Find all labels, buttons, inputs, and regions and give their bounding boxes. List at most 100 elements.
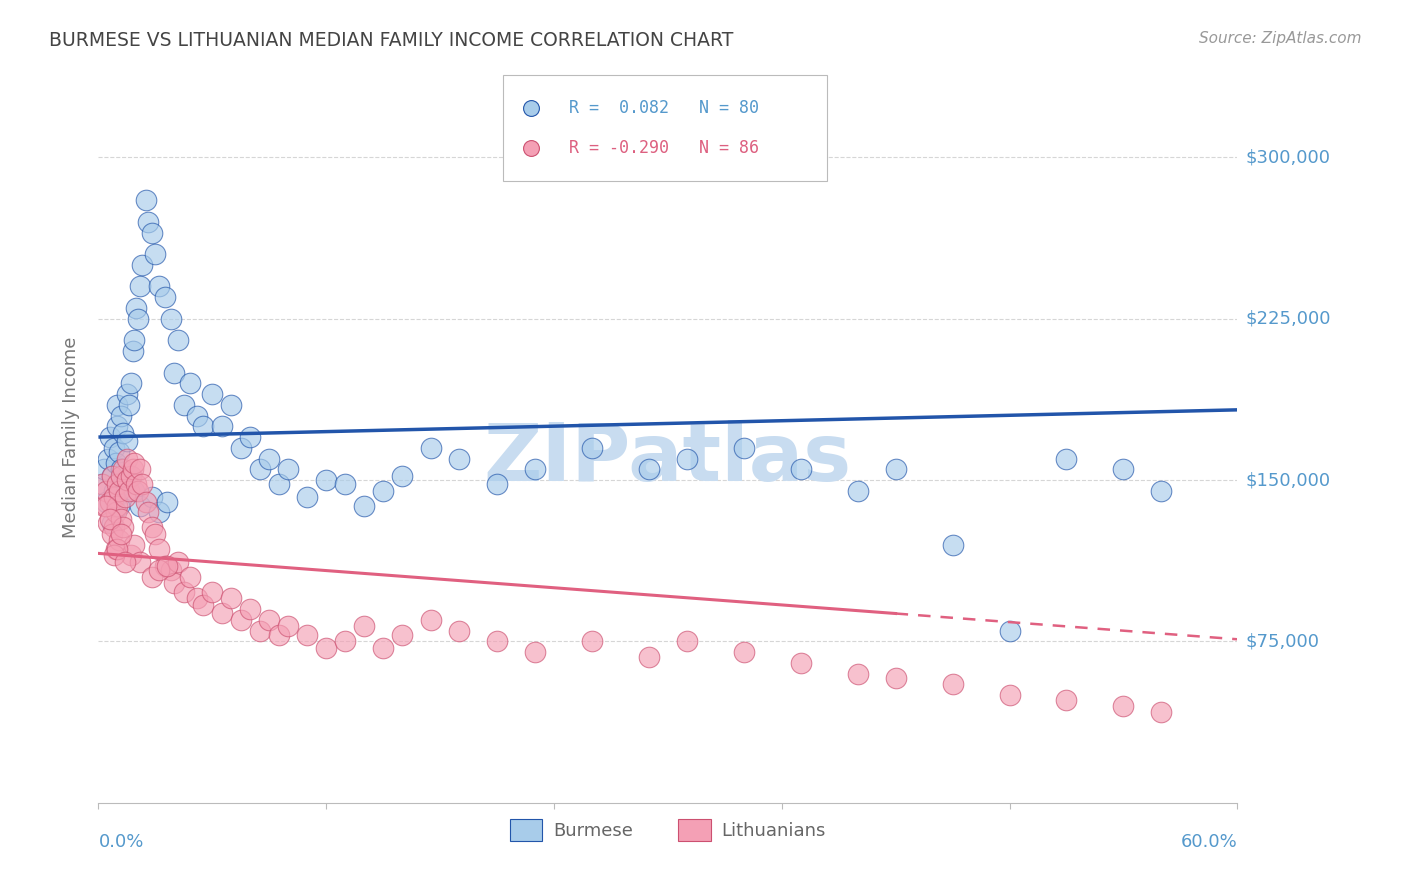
Point bbox=[733, 645, 755, 659]
Point bbox=[145, 247, 167, 261]
Point bbox=[486, 634, 509, 648]
Point bbox=[353, 619, 375, 633]
Point bbox=[315, 473, 337, 487]
Point bbox=[108, 499, 131, 513]
Point bbox=[114, 555, 136, 569]
Point bbox=[790, 656, 813, 670]
Point bbox=[100, 468, 122, 483]
Point bbox=[1056, 451, 1078, 466]
Point bbox=[335, 477, 357, 491]
Point bbox=[135, 194, 157, 208]
Point bbox=[120, 376, 142, 391]
Point bbox=[94, 494, 117, 508]
Point bbox=[141, 226, 163, 240]
Point bbox=[125, 301, 148, 315]
Point bbox=[94, 499, 117, 513]
Point bbox=[107, 419, 129, 434]
Point bbox=[277, 462, 299, 476]
Point bbox=[186, 409, 208, 423]
Point bbox=[1112, 462, 1135, 476]
Point bbox=[103, 483, 125, 498]
Point bbox=[136, 505, 159, 519]
Point bbox=[103, 520, 125, 534]
Point bbox=[129, 499, 152, 513]
Point bbox=[419, 441, 441, 455]
Point bbox=[998, 624, 1021, 638]
FancyBboxPatch shape bbox=[503, 75, 827, 181]
Point bbox=[112, 520, 135, 534]
Point bbox=[221, 591, 243, 606]
Point bbox=[93, 499, 115, 513]
Point bbox=[107, 499, 129, 513]
Point bbox=[846, 483, 869, 498]
Point bbox=[156, 494, 179, 508]
Point bbox=[173, 398, 195, 412]
Point bbox=[112, 462, 135, 476]
Point bbox=[676, 634, 699, 648]
Point bbox=[163, 366, 186, 380]
Text: $300,000: $300,000 bbox=[1246, 148, 1330, 167]
Point bbox=[790, 462, 813, 476]
Point bbox=[167, 555, 190, 569]
Point bbox=[884, 671, 907, 685]
Point bbox=[277, 619, 299, 633]
Point bbox=[249, 624, 271, 638]
Point bbox=[121, 462, 143, 476]
Point bbox=[104, 505, 127, 519]
Point bbox=[91, 477, 114, 491]
Point bbox=[118, 483, 141, 498]
Point bbox=[153, 559, 176, 574]
Point bbox=[98, 494, 121, 508]
Point bbox=[173, 585, 195, 599]
Point bbox=[103, 491, 125, 505]
Point bbox=[103, 549, 125, 563]
Point bbox=[93, 462, 115, 476]
Point bbox=[114, 491, 136, 505]
Point bbox=[104, 456, 127, 470]
Point bbox=[110, 527, 132, 541]
Point bbox=[104, 491, 127, 505]
Point bbox=[94, 483, 117, 498]
Text: 0.0%: 0.0% bbox=[98, 833, 143, 851]
Point bbox=[110, 462, 132, 476]
Point bbox=[1112, 698, 1135, 713]
Text: BURMESE VS LITHUANIAN MEDIAN FAMILY INCOME CORRELATION CHART: BURMESE VS LITHUANIAN MEDIAN FAMILY INCO… bbox=[49, 31, 734, 50]
Point bbox=[191, 419, 214, 434]
Point bbox=[136, 215, 159, 229]
Point bbox=[148, 564, 170, 578]
Point bbox=[131, 258, 153, 272]
Point bbox=[581, 441, 603, 455]
Point bbox=[115, 434, 138, 449]
Point bbox=[315, 640, 337, 655]
Point bbox=[91, 477, 114, 491]
Point bbox=[115, 387, 138, 401]
Point bbox=[581, 634, 603, 648]
Point bbox=[120, 468, 142, 483]
Text: $150,000: $150,000 bbox=[1246, 471, 1330, 489]
Point bbox=[391, 468, 413, 483]
Point bbox=[115, 451, 138, 466]
Point bbox=[108, 445, 131, 459]
Point bbox=[100, 516, 122, 530]
Point bbox=[148, 541, 170, 556]
Point bbox=[808, 796, 831, 810]
Point bbox=[127, 311, 149, 326]
Point bbox=[249, 462, 271, 476]
Point bbox=[124, 483, 146, 498]
Point bbox=[153, 290, 176, 304]
Point bbox=[297, 491, 319, 505]
Point bbox=[107, 398, 129, 412]
Point bbox=[808, 796, 831, 810]
Text: R = -0.290   N = 86: R = -0.290 N = 86 bbox=[569, 139, 759, 157]
Point bbox=[211, 607, 233, 621]
Point bbox=[419, 613, 441, 627]
Legend: Burmese, Lithuanians: Burmese, Lithuanians bbox=[502, 812, 834, 848]
Point bbox=[125, 477, 148, 491]
Point bbox=[259, 613, 281, 627]
Point bbox=[229, 613, 252, 627]
Text: R =  0.082   N = 80: R = 0.082 N = 80 bbox=[569, 99, 759, 117]
Text: $75,000: $75,000 bbox=[1246, 632, 1320, 650]
Point bbox=[110, 468, 132, 483]
Point bbox=[120, 468, 142, 483]
Point bbox=[141, 520, 163, 534]
